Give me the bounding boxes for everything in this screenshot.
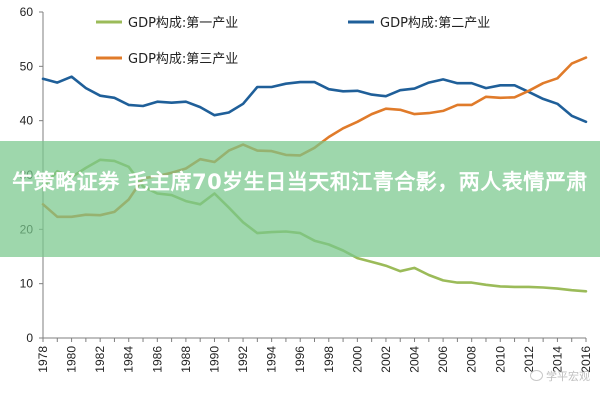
x-tick-label: 1990: [207, 346, 221, 373]
watermark-text: 学平宏观: [546, 370, 590, 383]
x-tick-label: 2012: [522, 346, 536, 373]
x-tick-label: 2008: [465, 346, 479, 373]
x-tick-label: 2010: [493, 346, 507, 373]
y-tick-label: 0: [26, 331, 33, 345]
watermark: 学平宏观: [530, 368, 590, 384]
x-tick-label: 1986: [150, 346, 164, 373]
x-tick-label: 1980: [65, 346, 79, 373]
x-tick-label: 1992: [236, 346, 250, 373]
headline-text: 牛策略证券 毛主席70岁生日当天和江青合影，两人表情严肃: [12, 170, 588, 194]
x-tick-label: 1994: [265, 346, 279, 373]
legend-label-2: GDP构成:第二产业: [380, 16, 490, 31]
y-tick-label: 10: [20, 277, 34, 291]
x-tick-label: 1982: [93, 346, 107, 373]
x-tick-label: 1988: [179, 346, 193, 373]
x-tick-label: 2016: [579, 346, 593, 373]
x-tick-label: 2002: [379, 346, 393, 373]
y-tick-label: 40: [20, 114, 34, 128]
headline-banner: [0, 141, 600, 257]
legend-label-1: GDP构成:第一产业: [128, 16, 238, 31]
x-tick-label: 1998: [322, 346, 336, 373]
wechat-icon: [530, 370, 543, 381]
x-tick-label: 2014: [550, 346, 564, 373]
legend-label-3: GDP构成:第三产业: [128, 52, 238, 67]
series-line-2: [41, 75, 588, 124]
y-tick-label: 60: [20, 5, 34, 19]
x-tick-label: 1996: [293, 346, 307, 373]
x-tick-label: 2000: [350, 346, 364, 373]
x-tick-label: 1978: [36, 346, 50, 373]
y-tick-label: 50: [20, 59, 34, 73]
x-tick-label: 1984: [122, 346, 136, 373]
x-tick-label: 2006: [436, 346, 450, 373]
x-tick-label: 2004: [408, 346, 422, 373]
